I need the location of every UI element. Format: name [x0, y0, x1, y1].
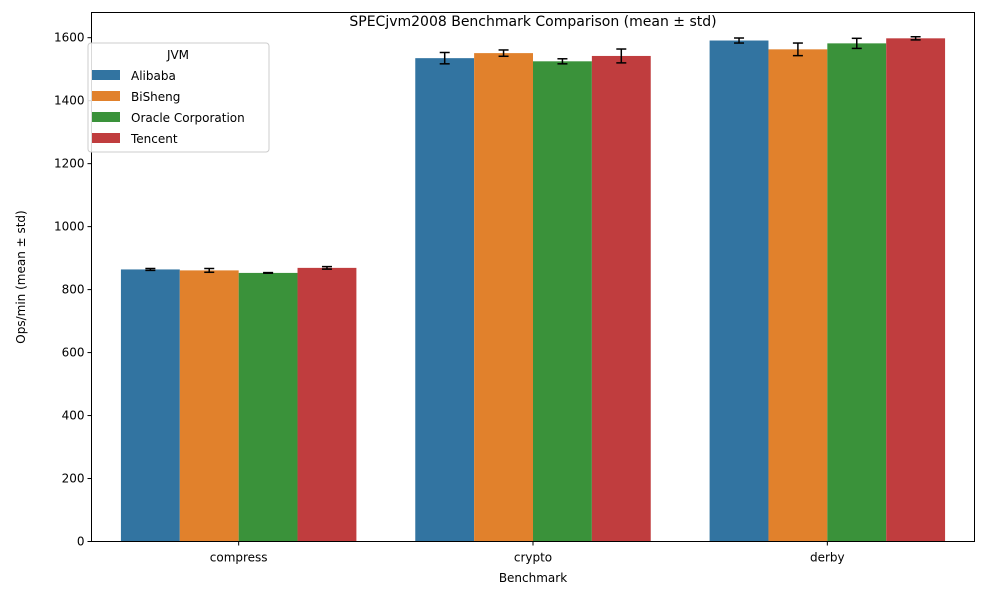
- legend: JVM Alibaba BiSheng Oracle Corporation Tenc…: [87, 42, 270, 153]
- x-tick-label: crypto: [514, 551, 552, 565]
- errorbar-derby-bisheng: [792, 42, 803, 57]
- plot-frame: [91, 12, 975, 542]
- legend-box: [87, 42, 270, 153]
- bar-compress-bisheng: [179, 270, 239, 542]
- bars-layer: [120, 38, 946, 542]
- legend-label: Tencent: [130, 132, 178, 146]
- errorbar-compress-tencent: [321, 265, 332, 270]
- legend-item: BiSheng: [92, 90, 180, 104]
- errorbars-layer: [145, 35, 921, 274]
- errorbar-derby-tencent: [910, 35, 921, 41]
- y-tick-label: 1000: [54, 220, 85, 234]
- y-tick-label: 800: [62, 283, 85, 297]
- errorbar-compress-oracle-corporation: [263, 271, 274, 274]
- y-tick-label: 200: [62, 472, 85, 486]
- legend-item: Alibaba: [92, 69, 176, 83]
- y-axis: 0 200 400 600 800 1000 1200 1400 1600: [54, 31, 92, 549]
- legend-item: Oracle Corporation: [92, 111, 245, 125]
- errorbar-crypto-bisheng: [498, 49, 509, 58]
- legend-items: Alibaba BiSheng Oracle Corporation Tencent: [92, 69, 245, 146]
- bar-crypto-bisheng: [474, 53, 533, 542]
- legend-swatch: [92, 112, 120, 122]
- bar-compress-alibaba: [120, 269, 180, 542]
- legend-swatch: [92, 133, 120, 143]
- bar-crypto-alibaba: [415, 58, 475, 542]
- legend-title: JVM: [166, 48, 189, 62]
- legend-label: Oracle Corporation: [131, 111, 245, 125]
- legend-label: Alibaba: [131, 69, 176, 83]
- y-tick-label: 1200: [54, 157, 85, 171]
- errorbar-crypto-alibaba: [439, 51, 450, 65]
- chart-title: SPECjvm2008 Benchmark Comparison (mean ±…: [349, 14, 716, 30]
- bar-derby-tencent: [886, 38, 946, 542]
- y-tick-label: 1600: [54, 31, 85, 45]
- y-tick-label: 600: [62, 346, 85, 360]
- bar-derby-bisheng: [768, 49, 828, 542]
- bar-derby-alibaba: [709, 40, 769, 542]
- errorbar-derby-alibaba: [734, 37, 745, 44]
- y-tick-label: 400: [62, 409, 85, 423]
- errorbar-crypto-tencent: [616, 48, 627, 64]
- legend-swatch: [92, 70, 120, 80]
- legend-swatch: [92, 91, 120, 101]
- bar-crypto-tencent: [591, 55, 651, 542]
- errorbar-compress-alibaba: [145, 267, 156, 272]
- errorbar-derby-oracle-corporation: [851, 37, 862, 50]
- errorbar-crypto-oracle-corporation: [557, 58, 568, 65]
- bar-derby-oracle-corporation: [827, 43, 887, 542]
- x-axis: compress crypto derby: [210, 541, 845, 565]
- x-tick-label: derby: [810, 551, 845, 565]
- y-axis-label: Ops/min (mean ± std): [14, 210, 28, 343]
- bar-crypto-oracle-corporation: [533, 61, 592, 542]
- x-axis-label: Benchmark: [499, 571, 567, 585]
- legend-item: Tencent: [92, 132, 178, 146]
- legend-label: BiSheng: [131, 90, 180, 104]
- errorbar-compress-bisheng: [204, 267, 215, 274]
- y-tick-label: 0: [77, 535, 85, 549]
- bar-compress-tencent: [297, 267, 357, 542]
- y-tick-label: 1400: [54, 94, 85, 108]
- x-tick-label: compress: [210, 551, 268, 565]
- bar-compress-oracle-corporation: [238, 272, 298, 542]
